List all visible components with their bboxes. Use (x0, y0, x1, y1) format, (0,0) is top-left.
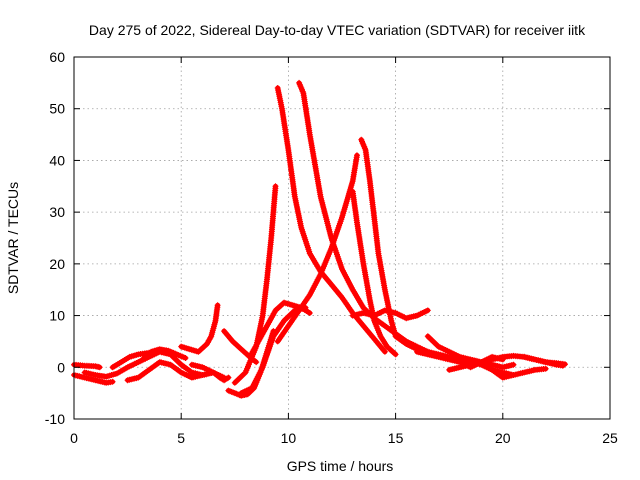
y-tick-label: 0 (57, 359, 65, 375)
y-tick-label: 50 (49, 101, 65, 117)
x-axis-label: GPS time / hours (287, 458, 394, 474)
series-markers (139, 346, 189, 363)
x-tick-label: 20 (495, 430, 511, 446)
series-markers (274, 85, 388, 355)
series-arc-25 (521, 353, 568, 368)
x-tick-label: 5 (177, 430, 185, 446)
x-tick-label: 15 (388, 430, 404, 446)
series-markers (178, 302, 221, 355)
series-arc-24 (456, 356, 517, 381)
series-markers (188, 361, 232, 384)
series-arc-8 (188, 361, 232, 384)
y-tick-label: 20 (49, 256, 65, 272)
series-markers (274, 152, 360, 345)
series-arc-17 (349, 188, 399, 358)
x-tick-label: 10 (281, 430, 297, 446)
series-arc-18 (358, 136, 463, 363)
series-markers (521, 353, 568, 368)
series-arc-6 (139, 346, 189, 363)
y-tick-label: 30 (49, 204, 65, 220)
y-tick-label: 40 (49, 152, 65, 168)
series-arc-19 (349, 307, 431, 322)
series-arc-16 (274, 152, 360, 345)
y-tick-label: -10 (45, 411, 65, 427)
y-tick-label: 10 (49, 308, 65, 324)
series-markers (349, 188, 399, 358)
x-tick-label: 0 (70, 430, 78, 446)
plot-frame (73, 56, 611, 420)
y-axis-label: SDTVAR / TECUs (5, 182, 21, 294)
series-markers (71, 361, 103, 371)
chart-title: Day 275 of 2022, Sidereal Day-to-day VTE… (89, 22, 586, 38)
series-markers (238, 304, 309, 397)
x-axis-tick-labels: 0 5 10 15 20 25 (70, 430, 618, 446)
series-arc-11 (231, 183, 279, 386)
series-arc-7 (178, 302, 221, 355)
plot-area (71, 79, 568, 399)
y-tick-label: 60 (49, 49, 65, 65)
series-markers (349, 307, 431, 322)
x-tick-label: 25 (602, 430, 618, 446)
series-arc-12 (238, 304, 309, 397)
series-markers (358, 136, 463, 363)
series-markers (456, 356, 517, 381)
y-axis-tick-labels: -10 0 10 20 30 40 50 60 (45, 49, 65, 427)
axis-ticks (73, 56, 611, 420)
series-arc-2 (71, 361, 103, 371)
